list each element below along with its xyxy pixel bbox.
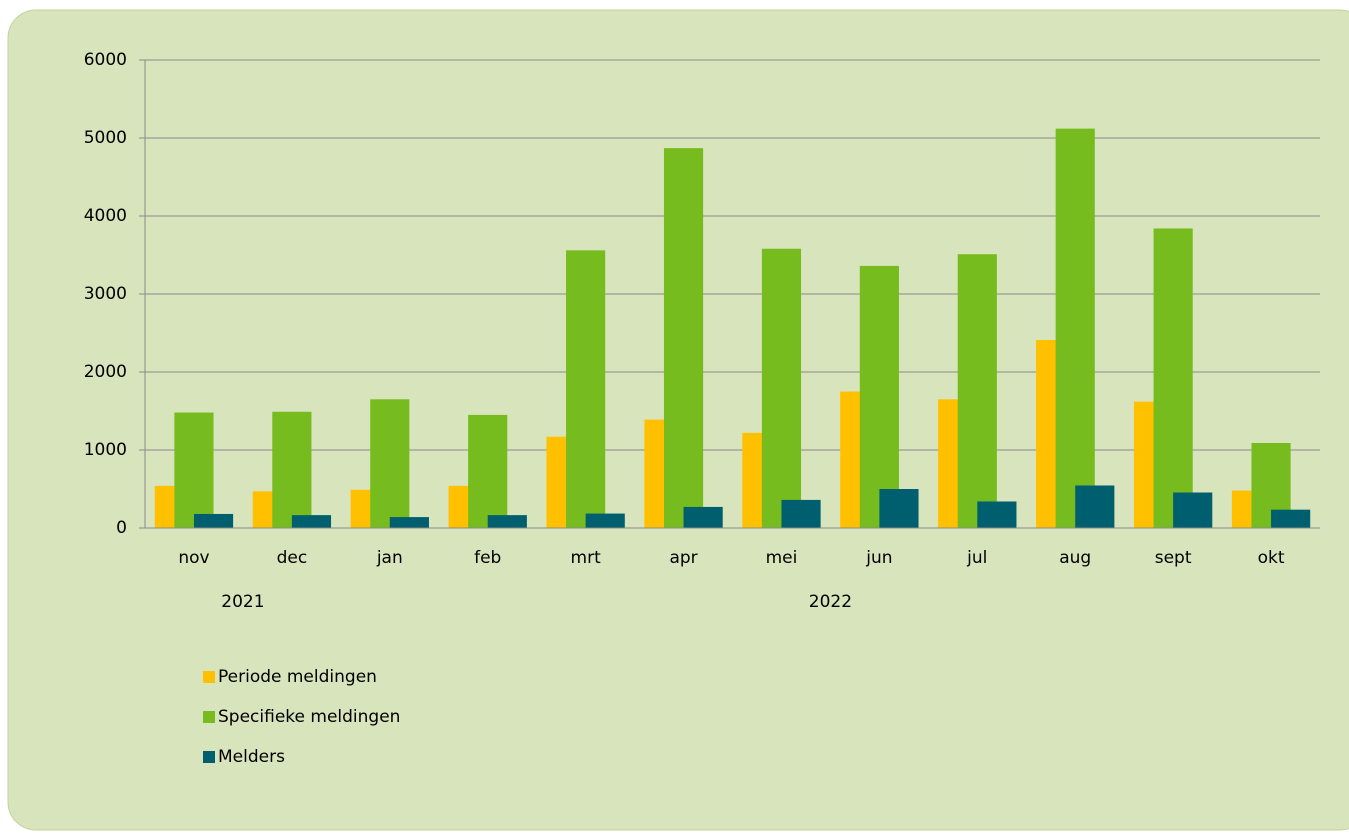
- y-tick-label: 4000: [84, 206, 127, 226]
- bar: [977, 501, 1017, 528]
- x-tick-label: aug: [1059, 548, 1091, 568]
- bar: [389, 517, 429, 528]
- y-tick-label: 3000: [84, 284, 127, 304]
- x-tick-label: feb: [474, 548, 501, 568]
- x-tick-label: nov: [178, 548, 209, 568]
- bar: [1075, 485, 1115, 528]
- bar: [1173, 492, 1213, 528]
- bar: [859, 265, 899, 528]
- bar: [272, 411, 312, 528]
- x-group-label: 2021: [221, 592, 264, 612]
- bar: [1271, 509, 1311, 528]
- x-tick-label: mei: [766, 548, 798, 568]
- y-tick-label: 1000: [84, 440, 127, 460]
- bar: [663, 148, 704, 528]
- bar: [585, 513, 625, 528]
- legend-label: Specifieke meldingen: [218, 707, 400, 727]
- bar: [1055, 128, 1095, 528]
- legend-swatch: [203, 751, 215, 763]
- bar: [1153, 228, 1193, 529]
- x-group-label: 2022: [809, 592, 852, 612]
- x-tick-label: jun: [865, 548, 892, 568]
- bar: [957, 254, 997, 528]
- bar: [487, 515, 527, 528]
- x-tick-label: apr: [669, 548, 697, 568]
- legend-swatch: [203, 671, 215, 683]
- x-tick-label: dec: [277, 548, 308, 568]
- y-tick-label: 5000: [84, 128, 127, 148]
- y-tick-label: 6000: [84, 50, 127, 70]
- legend-label: Melders: [218, 747, 285, 767]
- bar: [193, 513, 234, 528]
- y-tick-label: 0: [116, 518, 127, 538]
- bar: [174, 412, 214, 528]
- x-tick-label: jan: [376, 548, 403, 568]
- bar: [566, 250, 606, 528]
- y-tick-label: 2000: [84, 362, 127, 382]
- bar: [781, 499, 821, 528]
- bar: [761, 248, 802, 528]
- x-tick-label: mrt: [571, 548, 602, 568]
- x-tick-label: jul: [966, 548, 987, 568]
- bar: [468, 414, 508, 528]
- bar: [370, 399, 410, 528]
- bar: [683, 506, 723, 528]
- legend-label: Periode meldingen: [218, 667, 377, 687]
- legend-swatch: [203, 711, 215, 723]
- bar: [879, 489, 919, 528]
- x-tick-label: okt: [1258, 548, 1285, 568]
- x-tick-label: sept: [1155, 548, 1192, 568]
- bar: [291, 515, 332, 528]
